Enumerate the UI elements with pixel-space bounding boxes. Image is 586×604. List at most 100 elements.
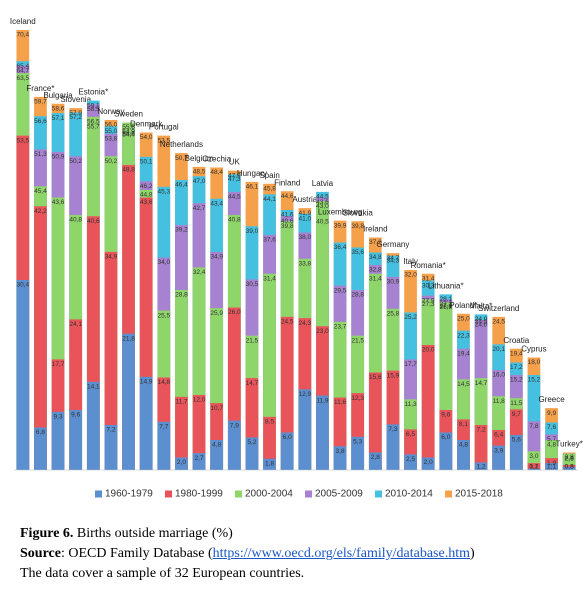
value-label: 50,1 [140,159,153,166]
value-label: 30,5 [246,281,259,288]
bar [474,462,488,470]
value-label: 50,2 [105,158,118,165]
bar [333,446,347,470]
value-label: 28,1 [439,296,452,303]
value-label: 47,9 [228,172,241,179]
value-label: 56,6 [34,118,47,125]
legend-label: 1960-1979 [105,489,153,500]
value-label: 11,3 [404,401,417,408]
value-label: 43,0 [316,203,329,210]
value-label: 6,8 [36,429,45,436]
value-label: 54,0 [140,134,153,141]
country-label: Hungary [237,169,267,178]
value-label: 9,6 [71,412,80,419]
value-label: 11,7 [175,399,188,406]
value-label: 24,3 [298,320,311,327]
value-label: 51,3 [34,151,47,158]
value-label: 15,2 [510,377,523,384]
value-label: 24,9 [475,316,488,323]
legend-swatch [445,490,452,498]
value-label: 50,7 [175,155,188,162]
legend-swatch [165,490,172,498]
value-label: 36,4 [334,244,347,251]
value-label: 3,9 [494,447,503,454]
value-label: 44,6 [281,193,294,200]
value-label: 55,0 [105,128,118,135]
value-label: 45,8 [263,185,276,192]
value-label: 46,4 [175,182,188,189]
value-label: 44,5 [228,194,241,201]
value-label: 64,7 [16,67,29,74]
value-label: 50,9 [52,154,65,161]
value-label: 57,9 [69,110,82,117]
value-label: 41,9 [298,210,311,217]
value-label: 50,2 [69,158,82,165]
bar [157,421,171,470]
value-label: 34,3 [387,257,400,264]
value-label: 19,4 [457,350,470,357]
value-label: 16,0 [492,372,505,379]
value-label: 30,3 [422,282,435,289]
value-label: 23,7 [334,324,347,331]
legend-label: 2000-2004 [245,489,293,500]
value-label: 39,8 [281,223,294,230]
value-label: 4,8 [547,442,556,449]
bar [245,437,259,470]
figure-title: Births outside marriage (%) [76,526,233,541]
value-label: 48,8 [122,167,135,174]
country-label: Slovakia [343,208,374,217]
value-label: 3,8 [336,448,345,455]
value-label: 2,6 [565,455,574,462]
value-label: 5,2 [247,439,256,446]
value-label: 41,6 [281,212,294,219]
value-label: 42,7 [193,205,206,212]
value-label: 46,2 [140,183,153,190]
value-label: 34,9 [105,254,118,261]
legend-swatch [305,490,312,498]
value-label: 12,3 [351,395,364,402]
bar [316,395,329,470]
bar [192,453,206,470]
value-label: 14,8 [157,379,170,386]
value-label: 7,6 [547,424,556,431]
value-label: 15,6 [369,374,382,381]
value-label: 32,0 [404,272,417,279]
value-label: 20,1 [492,346,505,353]
value-label: 2,6 [565,455,574,462]
figure-label: Figure 6. [20,526,74,541]
bar [386,424,400,470]
bar [545,463,558,470]
value-label: 21,5 [246,337,259,344]
bar [368,452,382,470]
value-label: 2,8 [371,454,380,461]
source-end: ) [470,546,475,561]
country-label: Austria [292,195,317,204]
value-label: 30,4 [16,282,29,289]
value-label: 0,8 [565,464,574,471]
value-label: 25,9 [210,310,223,317]
value-label: 12,0 [193,397,206,404]
value-label: 11,5 [510,400,523,407]
value-label: 15,2 [528,377,541,384]
value-label: 37,6 [263,237,276,244]
value-label: 34,9 [210,254,223,261]
value-label: 27,0 [439,303,452,310]
source-text: : OECD Family Database ( [60,546,213,561]
source-link[interactable]: https://www.oecd.org/els/family/database… [212,546,471,561]
value-label: 29,5 [334,287,347,294]
legend-swatch [375,490,382,498]
bar [351,436,365,470]
value-label: 25,2 [404,314,417,321]
value-label: 11,9 [316,397,329,404]
value-label: 40,8 [69,217,82,224]
value-label: 15,9 [387,372,400,379]
bar [421,457,435,470]
bar [263,416,276,470]
country-label: Luxembourg [318,208,362,217]
value-label: 44,5 [316,194,329,201]
value-label: 38,0 [298,234,311,241]
value-label: 56,5 [87,119,100,126]
value-label: 46,1 [246,184,259,191]
value-label: 57,2 [69,114,82,121]
value-label: 55,6 [122,124,135,131]
